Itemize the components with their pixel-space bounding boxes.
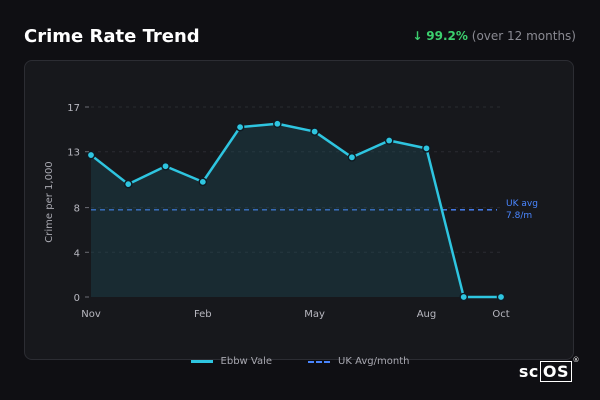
data-point: [496, 292, 506, 302]
x-tick-label: May: [304, 309, 325, 320]
y-tick-label: 8: [74, 204, 80, 215]
data-point: [459, 292, 469, 302]
brand-mark: ®: [572, 356, 580, 364]
data-point: [422, 144, 431, 153]
legend-item-reference[interactable]: UK Avg/month: [308, 356, 409, 367]
brand-prefix: sc: [518, 362, 539, 381]
reference-label: UK avg: [506, 199, 538, 209]
legend-item-series[interactable]: Ebbw Vale: [190, 356, 273, 367]
y-tick-label: 4: [74, 248, 80, 259]
data-point: [198, 177, 208, 187]
legend-label-series: Ebbw Vale: [220, 356, 273, 367]
x-tick-label: Feb: [194, 309, 212, 320]
brand-boxed: OS: [539, 361, 572, 382]
y-axis-label: Crime per 1,000: [44, 161, 55, 242]
change-summary: ↓ 99.2% (over 12 months): [412, 29, 576, 43]
reference-value-label: 7.8/m: [506, 211, 532, 221]
x-tick-label: Aug: [417, 309, 437, 320]
chart-legend: Ebbw Vale UK Avg/month: [0, 356, 600, 367]
data-point: [123, 179, 133, 189]
chart-title: Crime Rate Trend: [24, 26, 200, 47]
data-point: [86, 150, 96, 160]
y-tick-label: 17: [67, 103, 80, 114]
series-swatch: [190, 360, 213, 363]
x-tick-label: Oct: [492, 309, 509, 320]
data-point: [161, 161, 170, 171]
brand-logo: sc OS ®: [518, 356, 580, 382]
down-arrow-icon: ↓: [412, 29, 423, 43]
change-percent: 99.2%: [426, 29, 468, 43]
legend-label-reference: UK Avg/month: [338, 356, 410, 367]
data-point: [273, 119, 282, 129]
y-tick-label: 13: [67, 148, 80, 159]
y-tick-label: 0: [74, 293, 80, 304]
data-point: [384, 136, 394, 145]
x-tick-label: Nov: [81, 309, 101, 320]
data-point: [347, 152, 357, 162]
series-area: [91, 123, 501, 297]
data-point: [235, 122, 245, 132]
data-point: [310, 127, 319, 136]
series-line: [90, 122, 501, 299]
reference-swatch: [308, 360, 331, 363]
change-note: (over 12 months): [471, 29, 576, 43]
